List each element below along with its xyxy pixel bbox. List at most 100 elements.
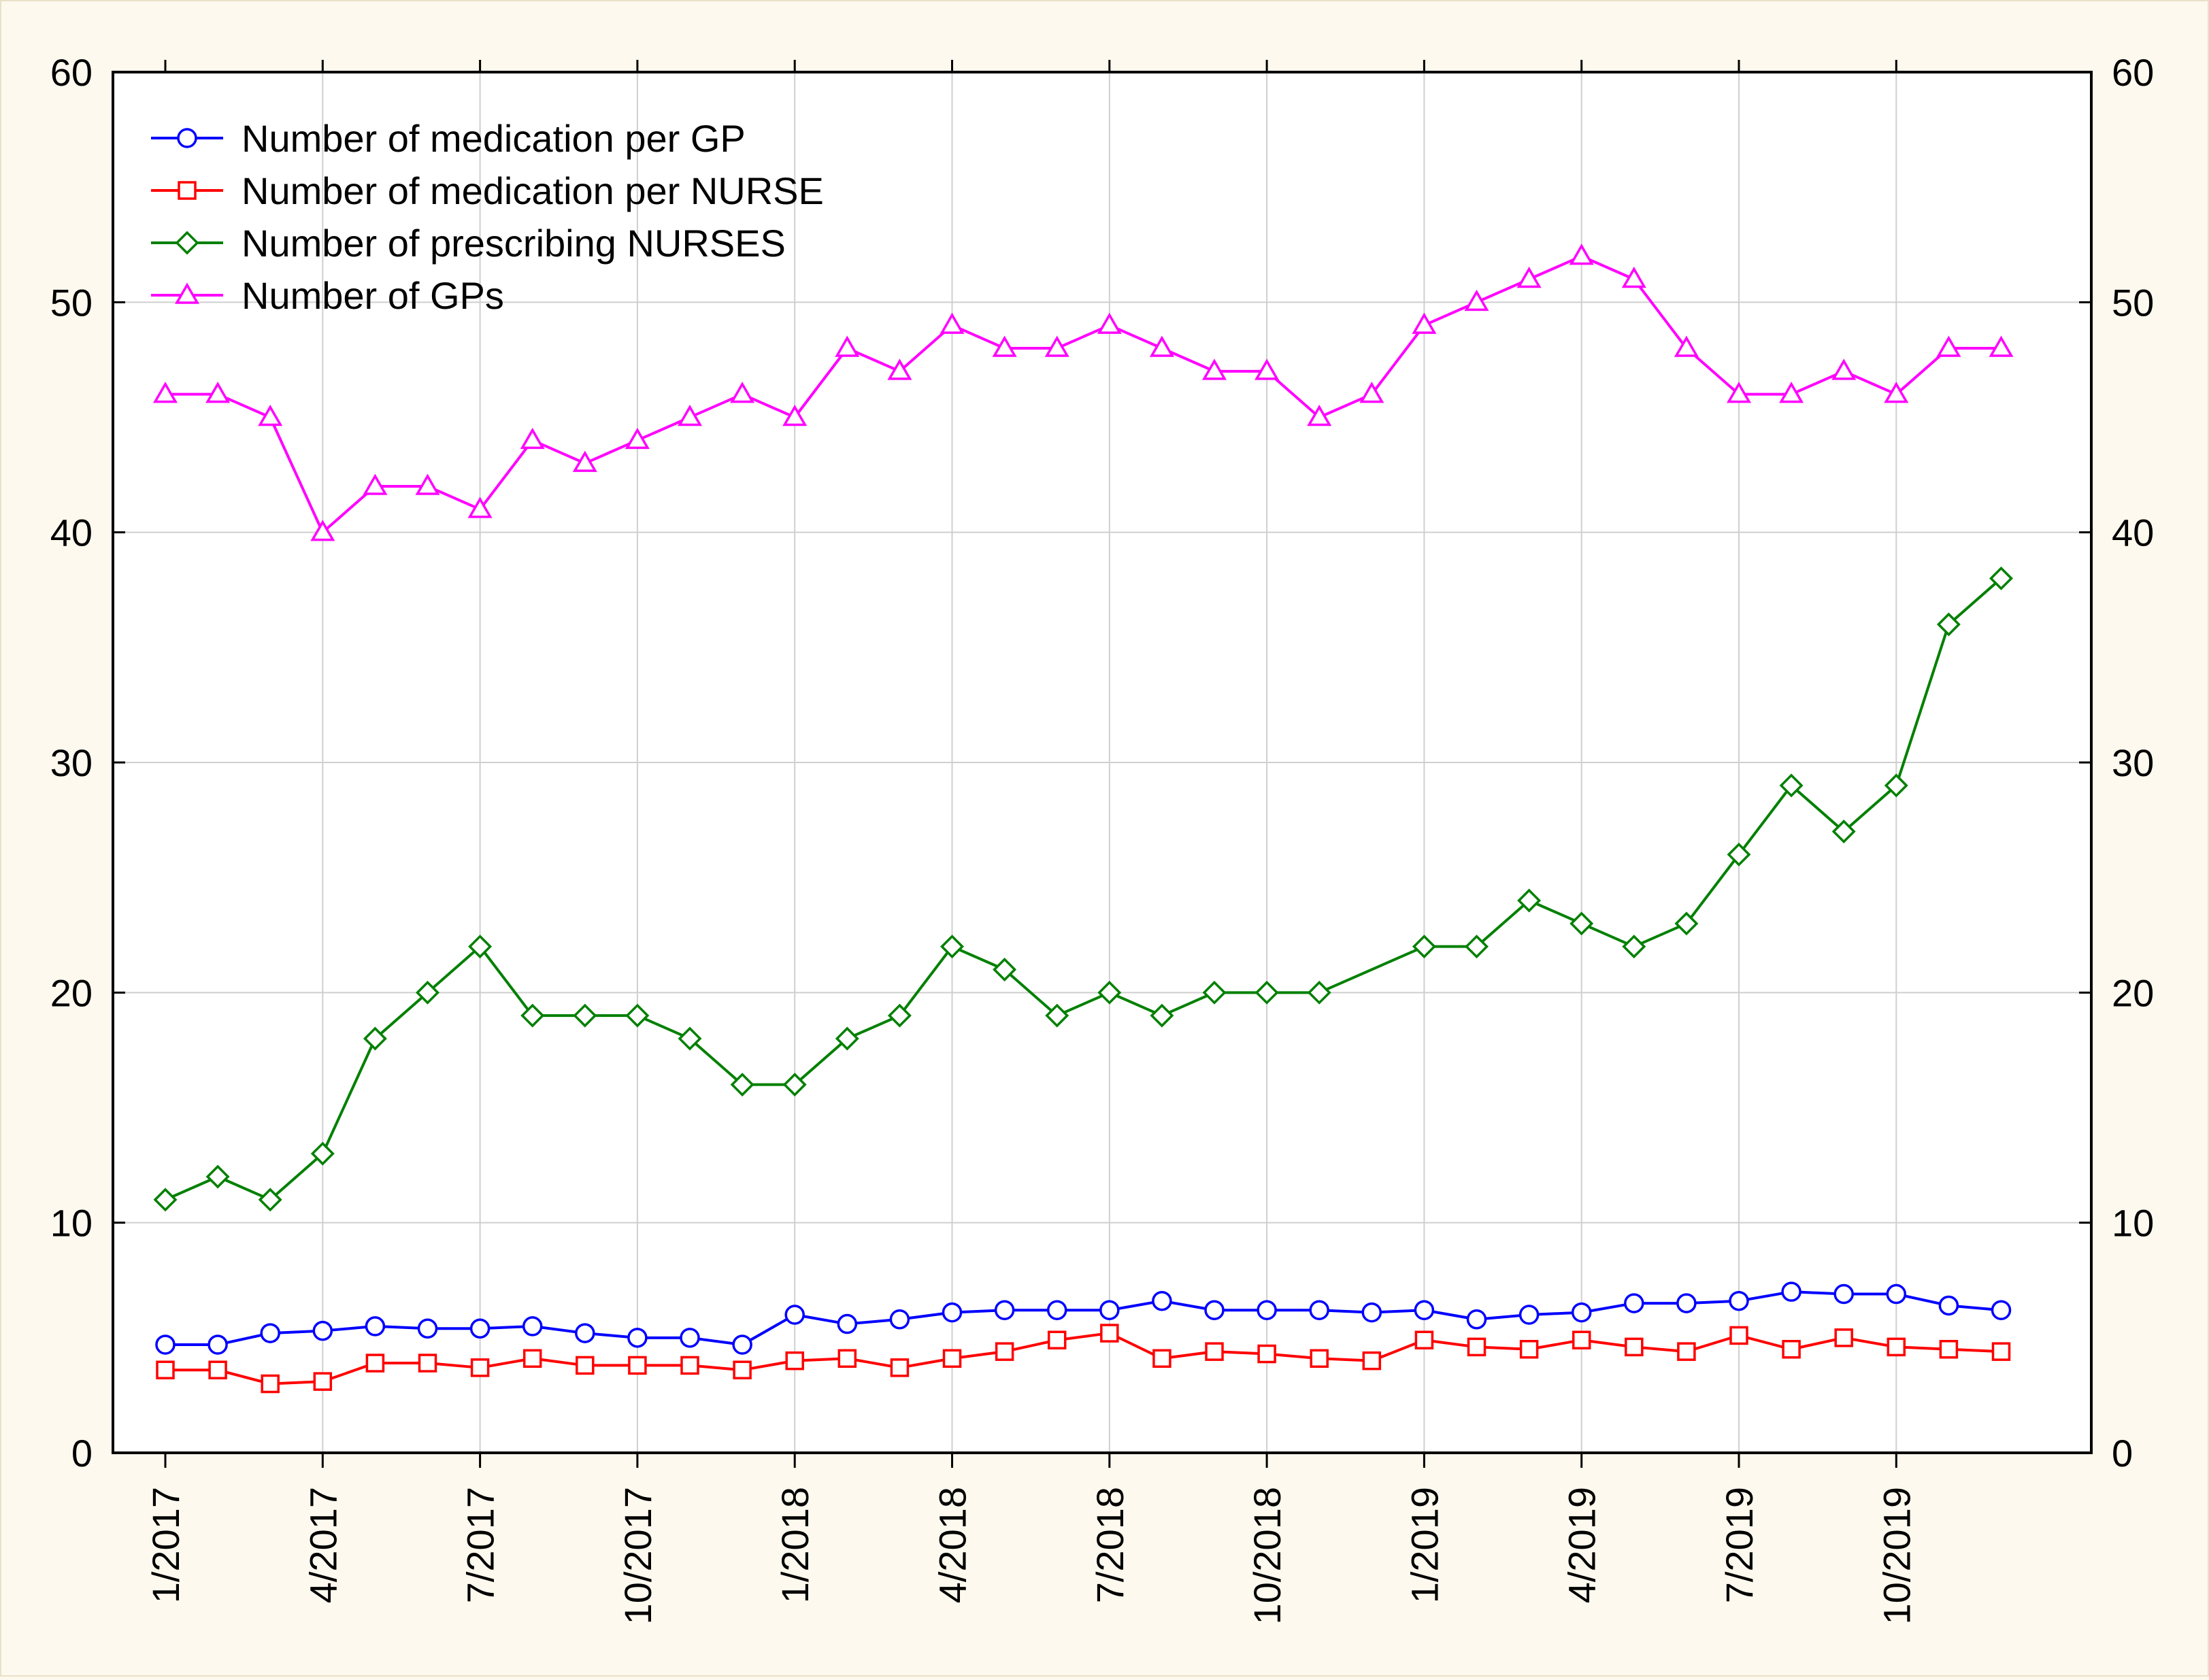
data-point xyxy=(785,1351,804,1371)
data-point xyxy=(1516,266,1542,288)
data-point xyxy=(1674,911,1699,936)
x-tick-label: 7/2019 xyxy=(1718,1487,1761,1603)
data-point xyxy=(258,404,283,426)
data-point xyxy=(887,1003,912,1028)
series-group xyxy=(152,243,2014,1394)
data-point xyxy=(417,1318,438,1339)
y-tick-label-right: 30 xyxy=(2112,741,2154,784)
data-point xyxy=(312,1320,333,1341)
data-point xyxy=(1465,935,1489,959)
data-point xyxy=(940,935,964,959)
x-tick-label: 7/2018 xyxy=(1089,1487,1131,1603)
data-point xyxy=(733,1360,752,1379)
data-point xyxy=(522,1316,543,1337)
data-point xyxy=(1152,1290,1172,1311)
data-point xyxy=(627,1328,648,1348)
data-point xyxy=(1726,382,1752,403)
data-point xyxy=(1152,1349,1172,1368)
data-point xyxy=(1624,1293,1644,1313)
data-point xyxy=(994,1300,1015,1320)
data-point xyxy=(835,1026,859,1051)
data-point xyxy=(205,1164,230,1189)
data-point xyxy=(1099,1300,1120,1320)
legend-marker xyxy=(175,231,199,255)
data-point xyxy=(625,427,650,450)
legend-label: Number of prescribing NURSES xyxy=(242,222,786,265)
data-point xyxy=(1467,1337,1486,1357)
data-point xyxy=(1100,1324,1119,1343)
data-point xyxy=(1046,1300,1067,1320)
data-point xyxy=(152,382,178,403)
legend-item: Number of medication per NURSE xyxy=(151,169,824,212)
y-tick-label-left: 20 xyxy=(50,971,93,1014)
y-tick-label-left: 30 xyxy=(50,741,93,784)
x-tick-label: 10/2017 xyxy=(616,1487,659,1624)
data-point xyxy=(310,1141,335,1166)
data-point xyxy=(782,404,808,426)
data-point xyxy=(1361,1302,1382,1323)
data-point xyxy=(1150,1003,1174,1028)
data-point xyxy=(1936,612,1961,637)
data-point xyxy=(942,1349,962,1368)
data-point xyxy=(1782,1340,1801,1359)
data-point xyxy=(993,958,1017,981)
data-point xyxy=(889,1309,910,1330)
data-point xyxy=(940,312,965,334)
data-point xyxy=(1939,1340,1959,1359)
data-point xyxy=(1884,382,1909,403)
data-point xyxy=(522,1349,542,1368)
axes: 0 0 10 10 20 20 30 30 40 40 50 50 60 60 1/2017 4/2017 7/… xyxy=(50,51,2155,1624)
y-tick-label-left: 40 xyxy=(50,511,93,554)
data-point xyxy=(156,1360,175,1379)
data-point xyxy=(1886,1283,1907,1305)
data-point xyxy=(1202,980,1227,1005)
x-tick-label: 10/2018 xyxy=(1246,1487,1289,1624)
legend-marker xyxy=(177,128,197,148)
data-point xyxy=(520,427,545,450)
data-point xyxy=(1257,1344,1276,1364)
data-point xyxy=(1517,888,1542,913)
legend-item: Number of medication per GP xyxy=(151,117,746,160)
x-tick-label: 10/2019 xyxy=(1875,1487,1918,1624)
data-point xyxy=(1097,980,1122,1005)
legend-label: Number of GPs xyxy=(242,274,504,317)
data-point xyxy=(1779,382,1804,403)
data-point xyxy=(1833,1283,1854,1305)
data-point xyxy=(784,1305,805,1325)
data-point xyxy=(1727,842,1751,867)
data-point xyxy=(469,1318,491,1339)
data-point xyxy=(365,1316,386,1337)
legend: Number of medication per GP Number of med… xyxy=(151,117,824,317)
data-point xyxy=(153,1188,178,1212)
x-tick-label: 7/2017 xyxy=(459,1487,502,1603)
legend-label: Number of medication per NURSE xyxy=(242,169,824,212)
data-point xyxy=(1045,1003,1069,1028)
y-tick-label-left: 10 xyxy=(50,1202,93,1245)
data-point xyxy=(1044,335,1069,357)
data-point xyxy=(1518,1305,1540,1325)
series-1 xyxy=(155,1281,2012,1355)
data-point xyxy=(1572,1330,1591,1349)
data-point xyxy=(730,382,755,403)
data-point xyxy=(468,935,493,959)
data-point xyxy=(1255,358,1280,380)
data-point xyxy=(890,1358,910,1377)
data-point xyxy=(520,1003,545,1028)
data-point xyxy=(782,1073,807,1097)
data-point xyxy=(1674,335,1699,357)
data-point xyxy=(207,1334,228,1355)
data-point xyxy=(260,1323,280,1343)
data-point xyxy=(1205,1342,1224,1361)
data-point xyxy=(258,1188,282,1212)
data-point xyxy=(680,1328,700,1348)
data-point xyxy=(415,473,440,495)
data-point xyxy=(1466,1309,1487,1330)
data-point xyxy=(837,1313,858,1334)
data-point xyxy=(1991,1342,2011,1361)
data-point xyxy=(573,1003,597,1028)
data-point xyxy=(575,1323,595,1343)
data-point xyxy=(1779,773,1804,798)
y-tick-label-right: 0 xyxy=(2112,1432,2133,1475)
data-point xyxy=(1569,911,1594,936)
